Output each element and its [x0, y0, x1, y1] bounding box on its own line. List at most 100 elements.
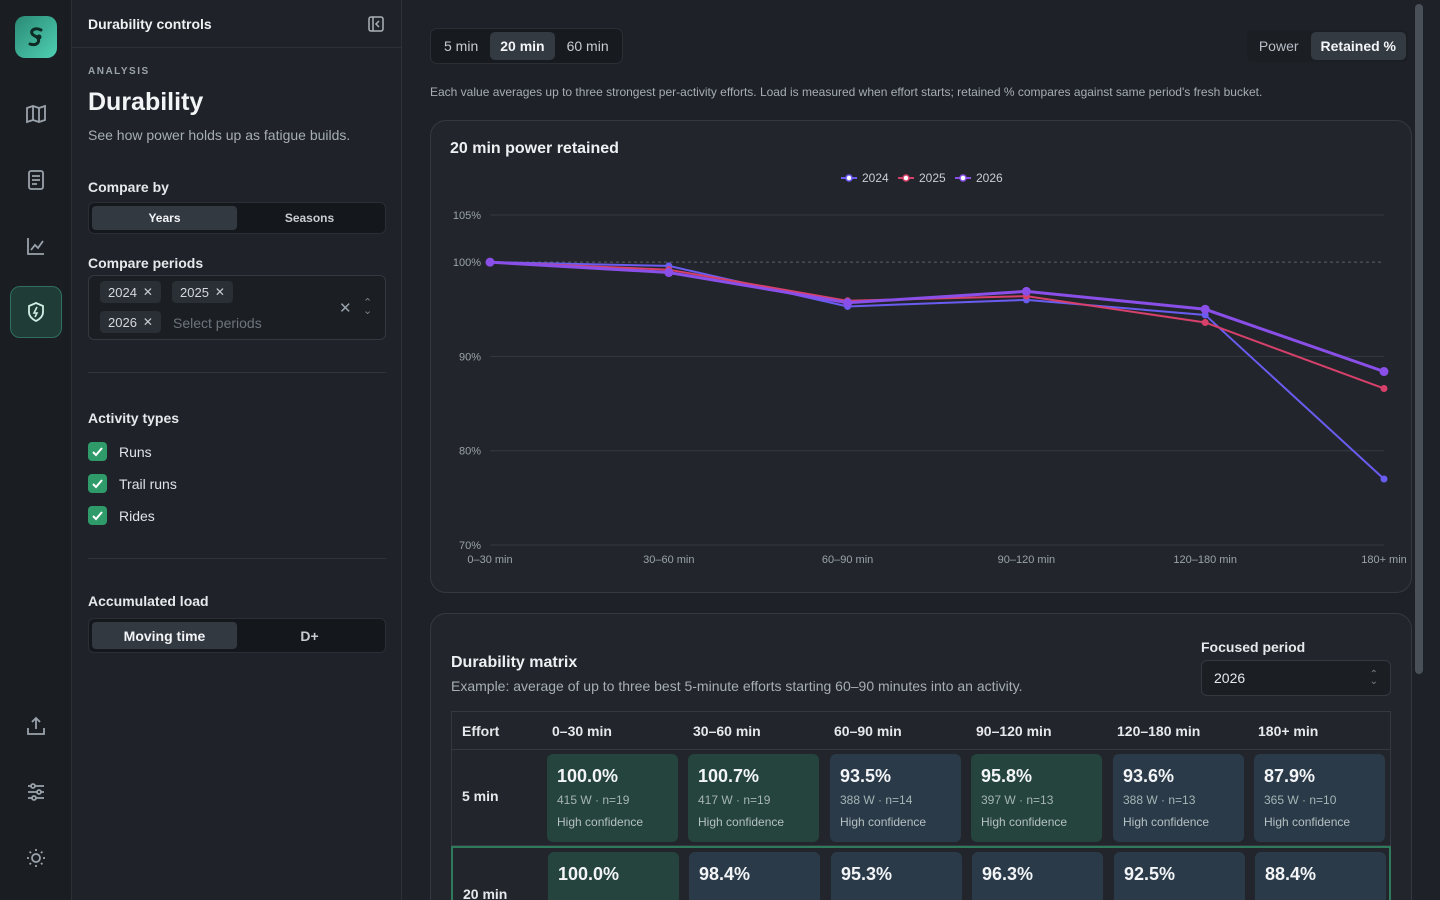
clear-icon[interactable]: ✕: [339, 300, 352, 317]
check-icon[interactable]: [88, 442, 107, 461]
checkbox-trail-runs[interactable]: Trail runs: [88, 474, 177, 493]
chart-card: 20 min power retained 105% 100% 90% 80% 70% 0…: [430, 120, 1412, 593]
periods-placeholder[interactable]: Select periods: [173, 315, 262, 331]
cell-meta: 397 W · n=13: [981, 793, 1054, 807]
legend-label: 2024: [862, 171, 889, 185]
check-icon[interactable]: [88, 506, 107, 525]
remove-chip-icon[interactable]: ✕: [142, 315, 153, 329]
matrix-subtitle: Example: average of up to three best 5-m…: [451, 678, 1023, 694]
focused-period-select[interactable]: 2026 ⌃ ⌄: [1201, 660, 1391, 696]
mode-retained[interactable]: Retained %: [1310, 32, 1406, 60]
eyebrow: ANALYSIS: [88, 66, 150, 77]
document-icon[interactable]: [14, 158, 58, 202]
focused-period-value: 2026: [1214, 670, 1246, 686]
column-header: 90–120 min: [976, 722, 1052, 739]
controls-panel: Durability controls ANALYSIS Durability …: [72, 0, 402, 900]
matrix-cell[interactable]: 93.6% 388 W · n=13 High confidence: [1113, 754, 1244, 842]
legend-marker: [845, 174, 853, 182]
y-tick-label: 80%: [459, 446, 481, 458]
remove-chip-icon[interactable]: ✕: [214, 285, 225, 299]
matrix-cell[interactable]: 88.4%: [1255, 852, 1386, 900]
duration-60min[interactable]: 60 min: [566, 38, 609, 54]
x-tick-label: 90–120 min: [998, 554, 1056, 566]
load-dplus[interactable]: D+: [300, 627, 319, 644]
x-tick-label: 60–90 min: [822, 554, 873, 566]
cell-percent: 93.6%: [1123, 766, 1175, 786]
accumulated-load-label: Accumulated load: [88, 593, 209, 609]
matrix-cell[interactable]: 87.9% 365 W · n=10 High confidence: [1254, 754, 1385, 842]
checkbox-runs[interactable]: Runs: [88, 442, 152, 461]
compare-by-years[interactable]: Years: [92, 206, 237, 230]
compare-periods-select[interactable]: 2024 ✕ 2025 ✕ 2026 ✕ Select periods ✕ ⌃ ⌄: [88, 275, 386, 340]
remove-chip-icon[interactable]: ✕: [142, 285, 153, 299]
chip-label: 2026: [108, 314, 137, 330]
divider: [88, 558, 386, 559]
cell-confidence: High confidence: [981, 815, 1068, 829]
cell-percent: 95.8%: [981, 766, 1033, 786]
mode-toggle: Power Retained %: [1246, 30, 1408, 62]
data-point-2026: [843, 298, 853, 308]
app-logo[interactable]: [15, 16, 57, 58]
sun-icon[interactable]: [14, 836, 58, 880]
checkbox-label: Trail runs: [119, 475, 177, 492]
activity-types-label: Activity types: [88, 410, 180, 426]
upload-icon[interactable]: [14, 704, 58, 748]
series-line-2026: [489, 260, 1385, 373]
focused-period-label: Focused period: [1201, 639, 1306, 655]
chip-label: 2025: [180, 284, 209, 300]
chevron-updown-icon[interactable]: ⌃ ⌄: [363, 297, 373, 317]
cell-percent: 87.9%: [1264, 766, 1316, 786]
checkbox-label: Rides: [119, 507, 155, 524]
data-point-2025: [1380, 384, 1388, 392]
cell-percent: 88.4%: [1265, 864, 1317, 884]
column-header: 30–60 min: [693, 722, 761, 739]
method-note: Each value averages up to three stronges…: [430, 85, 1263, 99]
mode-power[interactable]: Power: [1258, 38, 1299, 54]
matrix-cell[interactable]: 93.5% 388 W · n=14 High confidence: [830, 754, 961, 842]
column-header: 60–90 min: [834, 722, 902, 739]
cell-confidence: High confidence: [698, 815, 785, 829]
compare-by-seasons[interactable]: Seasons: [284, 211, 335, 225]
cell-confidence: High confidence: [1123, 815, 1210, 829]
cell-percent: 92.5%: [1124, 864, 1176, 884]
y-tick-label: 105%: [453, 210, 481, 222]
legend-marker: [959, 174, 967, 182]
y-tick-label: 100%: [453, 257, 481, 269]
duration-toggle: 5 min 20 min 60 min: [430, 28, 623, 64]
map-icon[interactable]: [14, 92, 58, 136]
data-point-2024: [1380, 475, 1388, 483]
panel-title: Durability controls: [88, 15, 212, 32]
collapse-panel-icon[interactable]: [367, 15, 385, 33]
matrix-cell[interactable]: 98.4%: [689, 852, 820, 900]
checkbox-rides[interactable]: Rides: [88, 506, 155, 525]
matrix-cell[interactable]: 95.8% 397 W · n=13 High confidence: [971, 754, 1102, 842]
sliders-icon[interactable]: [14, 770, 58, 814]
matrix-cell[interactable]: 100.0% 415 W · n=19 High confidence: [547, 754, 678, 842]
load-moving-time[interactable]: Moving time: [92, 622, 237, 649]
column-header: 180+ min: [1258, 722, 1319, 739]
cell-confidence: High confidence: [557, 815, 644, 829]
icon-rail: [0, 0, 72, 900]
matrix-cell[interactable]: 100.0%: [548, 852, 679, 900]
y-tick-label: 90%: [459, 351, 481, 363]
duration-20min[interactable]: 20 min: [490, 32, 555, 60]
matrix-cell[interactable]: 100.7% 417 W · n=19 High confidence: [688, 754, 819, 842]
matrix-cell[interactable]: 96.3%: [972, 852, 1103, 900]
cell-meta: 365 W · n=10: [1264, 793, 1337, 807]
checkbox-label: Runs: [119, 443, 152, 460]
divider: [88, 372, 386, 373]
check-icon[interactable]: [88, 474, 107, 493]
duration-5min[interactable]: 5 min: [444, 38, 479, 54]
matrix-cell[interactable]: 92.5%: [1114, 852, 1245, 900]
scrollbar[interactable]: [1415, 4, 1423, 674]
cell-confidence: High confidence: [1264, 815, 1351, 829]
chart-icon[interactable]: [14, 224, 58, 268]
shield-icon[interactable]: [10, 286, 62, 338]
data-point-2026: [485, 257, 495, 267]
legend-marker: [902, 174, 910, 182]
chip-label: 2024: [108, 284, 137, 300]
legend-label: 2025: [919, 171, 946, 185]
cell-percent: 93.5%: [840, 766, 892, 786]
matrix-cell[interactable]: 95.3%: [831, 852, 962, 900]
matrix-header: Effort 0–30 min 30–60 min 60–90 min 90–120 m…: [452, 712, 1390, 750]
